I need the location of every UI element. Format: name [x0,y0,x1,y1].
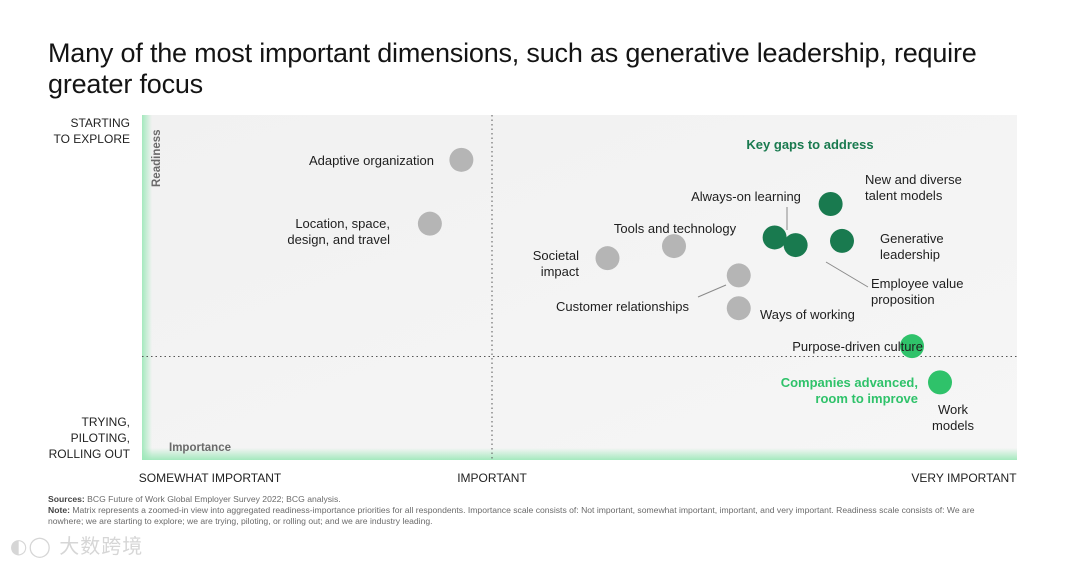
data-point-label: Work models [932,402,974,433]
data-point-label: New and diverse talent models [865,172,962,203]
data-point-label: Ways of working [760,307,855,322]
y-axis-band [142,115,152,460]
data-point-label: Adaptive organization [309,153,434,168]
watermark-text: 大数跨境 [59,534,144,558]
x-axis-band [142,448,1017,460]
data-point-label: Societal impact [533,248,580,279]
sources-label: Sources: [48,494,85,504]
data-point [762,225,787,250]
data-point [783,233,808,258]
data-point [818,192,843,217]
note-text: Matrix represents a zoomed-in view into … [48,505,975,526]
data-point [900,334,924,359]
footnote-sources: Sources: BCG Future of Work Global Emplo… [48,494,1008,505]
data-point-label: Employee value proposition [871,276,964,307]
data-point-label: Always-on learning [691,189,801,204]
watermark-logo: ◐◯ 大数跨境 [10,530,143,559]
data-point-label: Purpose-driven culture [792,339,923,354]
data-point-label: Customer relationships [556,299,689,314]
data-point [449,147,474,172]
y-tick-label-top: STARTING TO EXPLORE [54,116,130,146]
annotation-key-gaps: Key gaps to address [746,137,873,152]
x-tick-label: VERY IMPORTANT [911,471,1017,485]
x-tick-label: IMPORTANT [457,471,527,485]
y-axis-label: Readiness [151,129,163,187]
data-point [726,263,751,288]
data-point [595,246,620,271]
data-point [417,211,442,236]
data-point [830,228,854,253]
leader-line [697,284,727,298]
data-point-label: Location, space, design, and travel [287,216,390,247]
data-point [928,370,952,395]
footnote-note: Note: Matrix represents a zoomed-in view… [48,505,1008,527]
page-title: Many of the most important dimensions, s… [48,38,977,99]
annotation-companies-advanced: Companies advanced, room to improve [781,375,918,406]
data-point [662,234,686,259]
leader-line [825,261,869,288]
x-axis-label: Importance [169,442,231,454]
x-tick-label: SOMEWHAT IMPORTANT [139,471,282,485]
y-tick-label-bottom: TRYING, PILOTING, ROLLING OUT [49,415,131,461]
sources-text: BCG Future of Work Global Employer Surve… [87,494,341,504]
footnote: Sources: BCG Future of Work Global Emplo… [48,494,1008,527]
plot-background [142,115,1017,460]
note-label: Note: [48,505,70,515]
data-point-label: Generative leadership [880,231,944,262]
data-point-label: Tools and technology [614,221,737,236]
data-point [726,296,751,321]
watermark-icon: ◐◯ [10,534,52,558]
